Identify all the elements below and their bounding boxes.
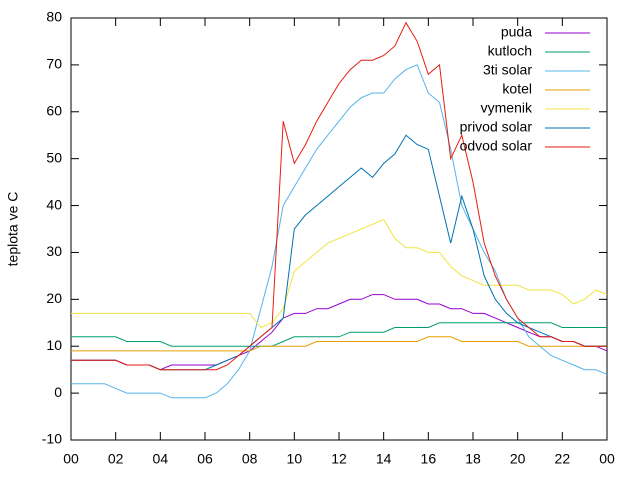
- series-line: [71, 21, 607, 371]
- y-tick-label: 30: [46, 243, 62, 259]
- y-axis-label: teplota ve C: [5, 192, 21, 267]
- x-tick-label: 20: [510, 451, 526, 467]
- x-tick-label: 10: [287, 451, 303, 467]
- y-tick-label: 70: [46, 56, 62, 72]
- y-tick-label: 40: [46, 196, 62, 212]
- legend-label: kotel: [502, 81, 532, 97]
- y-tick-label: 0: [54, 384, 62, 400]
- legend-label: 3ti solar: [483, 62, 532, 78]
- x-tick-label: 04: [153, 451, 169, 467]
- x-tick-label: 14: [376, 451, 392, 467]
- y-tick-label: 50: [46, 149, 62, 165]
- series-line: [71, 134, 607, 371]
- legend-label: privod solar: [460, 119, 533, 135]
- x-tick-label: 22: [555, 451, 571, 467]
- x-tick-label: 08: [242, 451, 258, 467]
- x-tick-label: 06: [197, 451, 213, 467]
- y-tick-label: 10: [46, 337, 62, 353]
- x-tick-label: 00: [63, 451, 79, 467]
- x-tick-label: 00: [599, 451, 615, 467]
- legend-label: vymenik: [481, 100, 533, 116]
- y-tick-label: -10: [42, 431, 62, 447]
- legend-label: kutloch: [488, 43, 532, 59]
- y-tick-label: 20: [46, 290, 62, 306]
- x-tick-label: 02: [108, 451, 124, 467]
- x-tick-label: 18: [465, 451, 481, 467]
- x-tick-label: 16: [421, 451, 437, 467]
- legend-label: puda: [501, 24, 532, 40]
- legend-label: odvod solar: [460, 138, 533, 154]
- x-tick-label: 12: [331, 451, 347, 467]
- series-line: [71, 218, 608, 329]
- series-line: [71, 336, 607, 352]
- y-tick-label: 80: [46, 9, 62, 25]
- y-tick-label: 60: [46, 102, 62, 118]
